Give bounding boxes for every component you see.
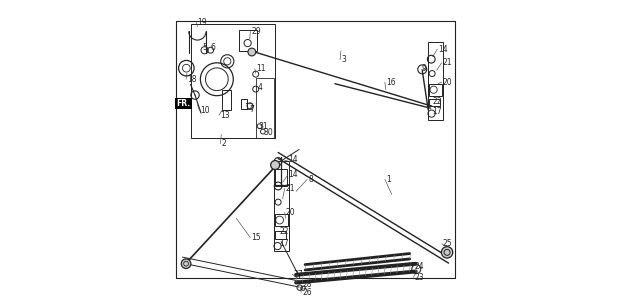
Text: 25: 25 [443,239,452,248]
Text: 22: 22 [280,227,289,236]
Text: 3: 3 [341,55,346,64]
Text: 24: 24 [414,262,424,271]
Text: 21: 21 [285,184,295,193]
Text: 17: 17 [432,107,442,116]
Text: FR.: FR. [177,99,191,108]
Text: 2: 2 [221,139,226,148]
Text: 11: 11 [256,64,265,73]
Text: 7: 7 [250,105,255,114]
Text: 31: 31 [259,122,268,131]
Bar [241,99,247,109]
Text: 13: 13 [220,111,230,120]
Text: 21: 21 [443,58,452,67]
Text: 5: 5 [202,43,207,52]
Text: 15: 15 [252,233,261,242]
Text: 14: 14 [289,170,298,179]
Circle shape [442,247,452,258]
Text: 27: 27 [293,270,303,279]
Text: 16: 16 [386,78,396,87]
Bar [429,99,440,106]
Text: 4: 4 [257,83,262,92]
Text: 23: 23 [414,273,424,282]
Text: 20: 20 [443,78,452,87]
Text: 10: 10 [200,106,210,115]
Bar [239,30,257,51]
Circle shape [271,161,280,170]
Bar [191,24,275,138]
Text: 18: 18 [187,75,196,84]
Text: 17: 17 [280,239,289,248]
Bar [275,214,288,226]
Text: 28: 28 [302,280,312,289]
Text: 12: 12 [244,103,253,112]
Text: 22: 22 [432,97,442,106]
Bar [222,90,231,110]
Text: 14: 14 [438,45,448,54]
Text: 30: 30 [263,128,273,137]
Bar [429,84,442,96]
Text: 9: 9 [422,64,426,73]
Bar [256,78,274,138]
Text: 1: 1 [386,175,390,184]
Bar [275,169,287,186]
Text: 26: 26 [302,288,312,297]
Text: 6: 6 [211,43,216,52]
Text: 8: 8 [308,175,313,184]
Circle shape [248,48,256,56]
Circle shape [181,259,191,269]
Bar [428,42,443,120]
Text: 29: 29 [252,27,261,36]
Bar [274,161,289,251]
Text: 14: 14 [289,155,298,164]
Text: 20: 20 [285,208,295,217]
Text: 19: 19 [197,18,207,27]
Bar [275,231,286,239]
